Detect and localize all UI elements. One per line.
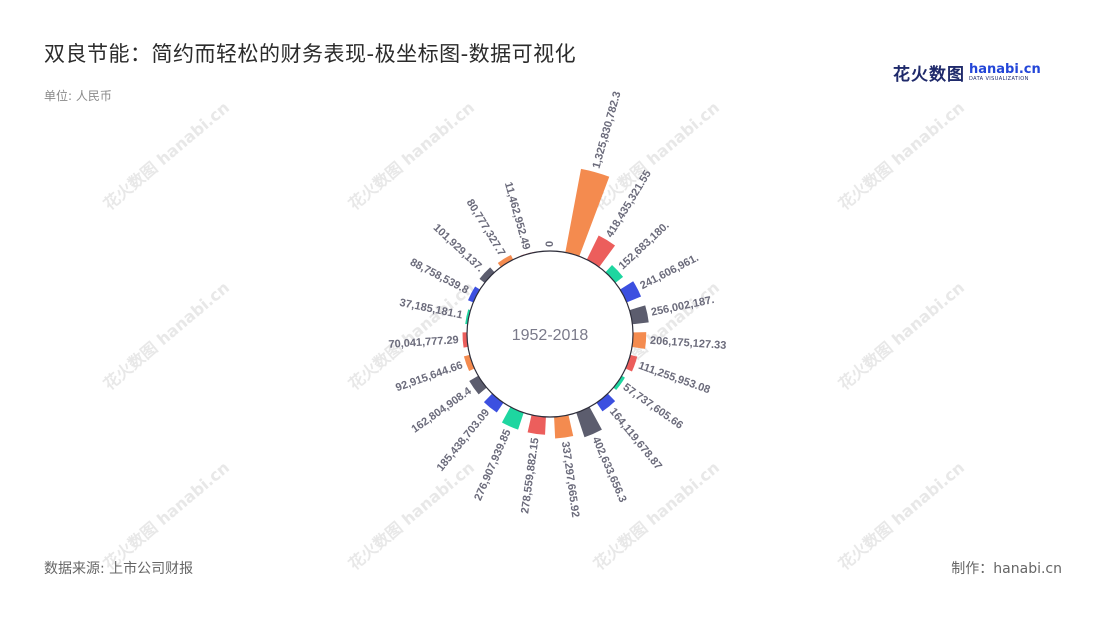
bar-label-17: 70,041,777.29 — [388, 334, 459, 351]
logo-en-text: hanabi.cn — [969, 62, 1041, 77]
logo-sub-text: DATA VISUALIZATION — [969, 76, 1029, 82]
bar-label-10: 402,633,656.3 — [590, 435, 629, 504]
watermark-11: 花火数图 hanabi.cn — [835, 458, 968, 574]
unit-label: 单位: 人民币 — [44, 89, 112, 103]
polar-bar-14 — [483, 393, 504, 413]
watermark-3: 花火数图 hanabi.cn — [835, 98, 968, 214]
polar-bar-7 — [625, 354, 638, 372]
logo-cn-text: 花火数图 — [893, 65, 965, 85]
polar-bar-11 — [554, 414, 574, 439]
polar-bar-13 — [501, 406, 524, 430]
bar-label-21: 80,777,327.7 — [464, 197, 508, 258]
bar-label-12: 278,559,882.15 — [519, 437, 541, 514]
polar-bar-16 — [463, 354, 475, 371]
bar-label-16: 92,915,644.66 — [394, 359, 464, 394]
polar-bar-9 — [596, 393, 616, 412]
bar-label-20: 101,929,137. — [431, 222, 486, 275]
watermark-7: 花火数图 hanabi.cn — [835, 278, 968, 394]
inner-circle — [466, 250, 634, 418]
bar-label-13: 276,907,939.85 — [472, 428, 513, 503]
polar-bar-6 — [631, 332, 647, 349]
polar-bar-4 — [620, 281, 642, 303]
polar-bar-1 — [565, 168, 610, 257]
watermark-8: 花火数图 hanabi.cn — [100, 458, 233, 574]
polar-bar-5 — [629, 305, 649, 325]
chart-title: 双良节能：简约而轻松的财务表现-极坐标图-数据可视化 — [44, 42, 577, 66]
bar-label-9: 164,119,678.87 — [607, 406, 664, 472]
bar-label-1: 1,325,830,782.3 — [591, 90, 624, 170]
logo-en-block: hanabi.cn DATA VISUALIZATION — [969, 63, 1041, 82]
bar-label-7: 111,255,953.08 — [637, 360, 712, 397]
polar-bar-10 — [576, 406, 602, 438]
polar-bar-2 — [586, 235, 616, 268]
watermark-0: 花火数图 hanabi.cn — [100, 98, 233, 214]
polar-bar-15 — [469, 375, 487, 395]
polar-bar-3 — [605, 264, 624, 283]
bar-label-6: 206,175,127.33 — [650, 335, 727, 352]
bar-label-19: 88,758,539.8 — [408, 256, 471, 296]
data-source: 数据来源: 上市公司财报 — [44, 561, 194, 577]
bar-label-11: 337,297,665.92 — [559, 441, 581, 518]
bar-label-22: 11,462,952.49 — [502, 181, 532, 251]
watermark-1: 花火数图 hanabi.cn — [345, 98, 478, 214]
bars-layer — [462, 168, 649, 439]
bar-label-0: 0 — [544, 241, 556, 247]
bar-label-4: 241,606,961. — [638, 252, 701, 292]
bar-label-3: 152,683,180. — [617, 220, 672, 273]
center-label: 1952-2018 — [512, 327, 589, 344]
polar-bar-8 — [613, 375, 625, 390]
brand-logo: 花火数图 hanabi.cn DATA VISUALIZATION — [893, 60, 1041, 85]
polar-bar-19 — [467, 286, 480, 303]
credit-text: 制作：hanabi.cn — [951, 561, 1062, 577]
polar-bar-21 — [497, 254, 514, 268]
polar-bar-20 — [479, 267, 495, 283]
polar-bar-12 — [527, 414, 546, 435]
watermark-9: 花火数图 hanabi.cn — [345, 458, 478, 574]
watermark-4: 花火数图 hanabi.cn — [100, 278, 233, 394]
